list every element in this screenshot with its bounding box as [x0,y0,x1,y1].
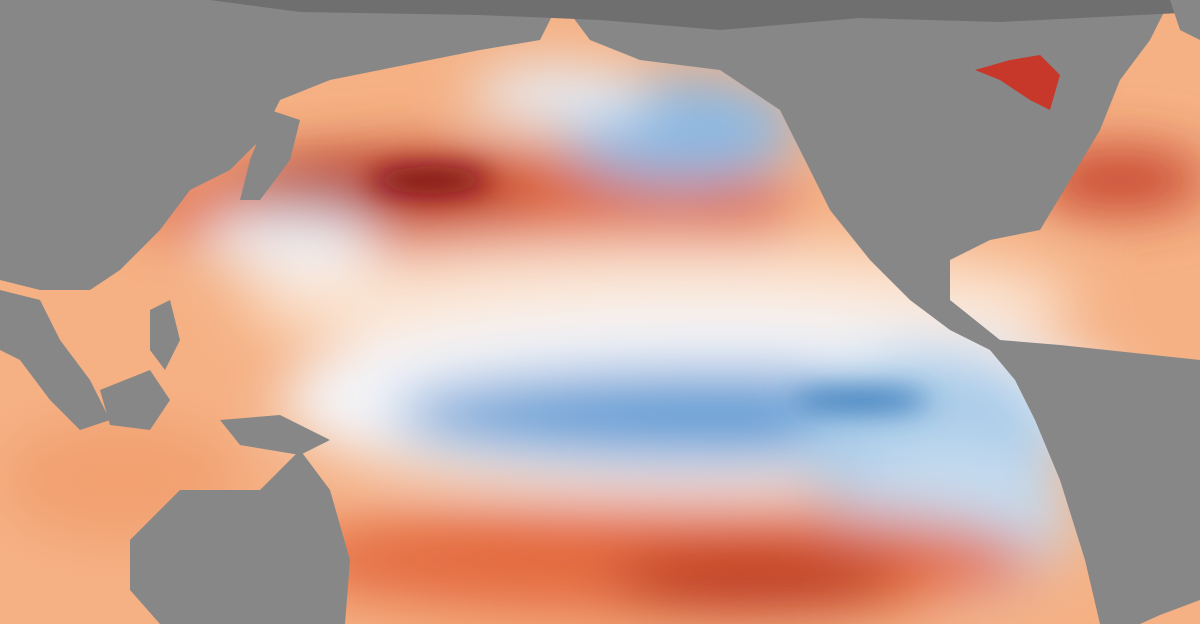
borneo [100,370,170,430]
arctic-land [210,0,1200,30]
australia [130,450,350,624]
north-south-america [560,0,1200,624]
indochina [0,290,110,430]
japan [240,110,300,200]
hudson-bay [975,55,1060,110]
greenland-edge [1170,0,1200,40]
philippines [150,300,180,370]
asia [0,0,560,290]
new-guinea [220,415,330,455]
